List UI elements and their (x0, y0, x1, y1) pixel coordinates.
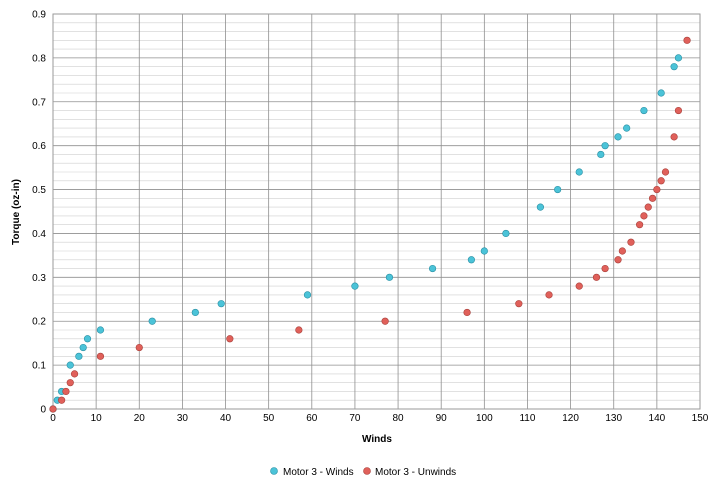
point-unwinds (381, 317, 389, 325)
point-winds (657, 89, 665, 97)
x-tick-label: 60 (306, 413, 318, 424)
point-unwinds (463, 308, 471, 317)
point-winds (575, 168, 583, 176)
x-tick-label: 120 (562, 413, 579, 424)
y-tick-label: 0.1 (32, 361, 46, 372)
point-winds (601, 142, 609, 150)
point-winds (191, 308, 199, 317)
y-tick-label: 0.3 (32, 273, 46, 284)
point-unwinds (636, 221, 644, 229)
point-unwinds (58, 396, 66, 404)
point-winds (75, 352, 83, 360)
legend-marker-unwinds (363, 467, 371, 475)
point-unwinds (575, 282, 583, 290)
point-unwinds (674, 106, 683, 115)
point-unwinds (515, 300, 523, 308)
plot-area-border (52, 13, 701, 410)
y-tick-label: 0.8 (32, 53, 46, 64)
x-tick-label: 0 (50, 413, 56, 424)
point-winds (597, 150, 605, 159)
x-axis-tick-labels: 0 10 20 30 40 50 60 70 80 90 100 110 120 130 140 150 (50, 413, 709, 424)
x-tick-label: 90 (436, 413, 448, 424)
point-unwinds (648, 194, 657, 202)
minor-gridlines (53, 22, 700, 401)
point-unwinds (70, 370, 79, 378)
point-unwinds (545, 291, 553, 299)
x-tick-label: 30 (177, 413, 189, 424)
x-tick-label: 150 (692, 413, 709, 424)
point-winds (623, 124, 631, 132)
point-unwinds (66, 379, 74, 387)
point-unwinds (601, 264, 609, 273)
y-tick-label: 0.2 (32, 317, 46, 328)
x-tick-label: 20 (134, 413, 146, 424)
major-gridlines (52, 13, 701, 410)
x-tick-label: 50 (263, 413, 275, 424)
x-tick-label: 80 (393, 413, 405, 424)
point-winds (217, 300, 225, 308)
legend-label-unwinds: Motor 3 - Unwinds (375, 467, 456, 478)
y-axis-title: Torque (oz-in) (11, 179, 22, 245)
point-unwinds (49, 405, 57, 413)
point-unwinds (657, 177, 665, 185)
x-tick-label: 100 (476, 413, 493, 424)
point-unwinds (135, 343, 143, 352)
point-unwinds (683, 36, 691, 44)
y-tick-label: 0 (40, 405, 46, 416)
point-unwinds (226, 335, 234, 343)
point-unwinds (618, 247, 626, 255)
point-winds (66, 361, 74, 369)
x-tick-label: 10 (91, 413, 103, 424)
point-unwinds (614, 256, 622, 264)
x-axis-title: Winds (362, 434, 392, 445)
point-winds (148, 317, 156, 325)
y-tick-label: 0.7 (32, 97, 46, 108)
point-unwinds (96, 352, 105, 360)
point-unwinds (627, 238, 635, 246)
y-axis-tick-labels: 0 0.1 0.2 0.3 0.4 0.5 0.6 0.7 0.8 0.9 (32, 10, 46, 416)
data-points (49, 36, 691, 413)
y-tick-label: 0.6 (32, 141, 46, 152)
point-winds (674, 54, 683, 62)
point-unwinds (653, 185, 661, 194)
point-winds (502, 229, 510, 238)
point-winds (96, 326, 105, 334)
point-winds (640, 106, 648, 115)
point-unwinds (661, 168, 670, 176)
y-tick-label: 0.4 (32, 229, 46, 240)
point-winds (670, 63, 678, 71)
legend-label-winds: Motor 3 - Winds (283, 467, 354, 478)
legend: Motor 3 - Winds Motor 3 - Unwinds (270, 467, 456, 478)
point-winds (467, 256, 475, 264)
x-tick-label: 130 (605, 413, 622, 424)
point-winds (536, 203, 545, 211)
point-winds (83, 335, 92, 343)
legend-marker-winds (270, 467, 278, 475)
point-winds (614, 133, 622, 141)
point-unwinds (640, 212, 648, 220)
point-unwinds (670, 133, 678, 141)
point-unwinds (644, 203, 652, 211)
y-tick-label: 0.9 (32, 10, 46, 21)
point-winds (480, 247, 488, 255)
x-tick-label: 70 (349, 413, 361, 424)
point-winds (351, 282, 359, 290)
x-tick-label: 140 (649, 413, 666, 424)
point-winds (554, 185, 562, 194)
x-tick-label: 40 (220, 413, 232, 424)
point-winds (303, 291, 312, 299)
point-winds (385, 273, 394, 281)
x-tick-label: 110 (519, 413, 535, 424)
point-winds (428, 264, 437, 273)
point-winds (79, 343, 87, 352)
y-tick-label: 0.5 (32, 185, 46, 196)
point-unwinds (62, 387, 70, 396)
point-unwinds (295, 326, 303, 334)
point-unwinds (592, 273, 601, 281)
